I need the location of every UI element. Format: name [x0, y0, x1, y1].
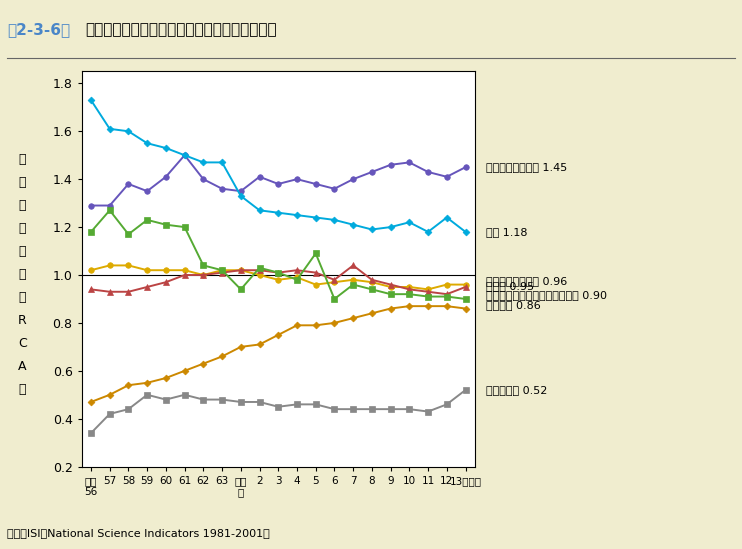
Text: R: R	[18, 314, 27, 327]
Text: A: A	[18, 360, 27, 373]
Text: 比: 比	[19, 199, 26, 212]
Text: 第2-3-6図: 第2-3-6図	[7, 22, 70, 37]
Text: 較: 較	[19, 222, 26, 235]
Text: 相: 相	[19, 153, 26, 166]
Text: その他 0.95: その他 0.95	[486, 281, 534, 291]
Text: 生物学／生命科学 0.96: 生物学／生命科学 0.96	[486, 276, 567, 286]
Text: （: （	[19, 291, 26, 304]
Text: ）: ）	[19, 383, 26, 396]
Text: 資料：ISI「National Science Indicators 1981-2001」: 資料：ISI「National Science Indicators 1981-…	[7, 528, 270, 538]
Text: 臨床医学 0.86: 臨床医学 0.86	[486, 300, 541, 310]
Text: 化学 1.18: 化学 1.18	[486, 227, 528, 237]
Text: 我が国の論文の分野別の相対比較優位の推移: 我が国の論文の分野別の相対比較優位の推移	[85, 22, 277, 37]
Text: 工学／コンピュータサイエンス 0.90: 工学／コンピュータサイエンス 0.90	[486, 290, 607, 300]
Text: 位: 位	[19, 268, 26, 281]
Text: 地球／宇宙 0.52: 地球／宇宙 0.52	[486, 385, 548, 395]
Text: 物理学／材料科学 1.45: 物理学／材料科学 1.45	[486, 162, 567, 172]
Text: 優: 優	[19, 245, 26, 258]
Text: 対: 対	[19, 176, 26, 189]
Text: C: C	[18, 337, 27, 350]
